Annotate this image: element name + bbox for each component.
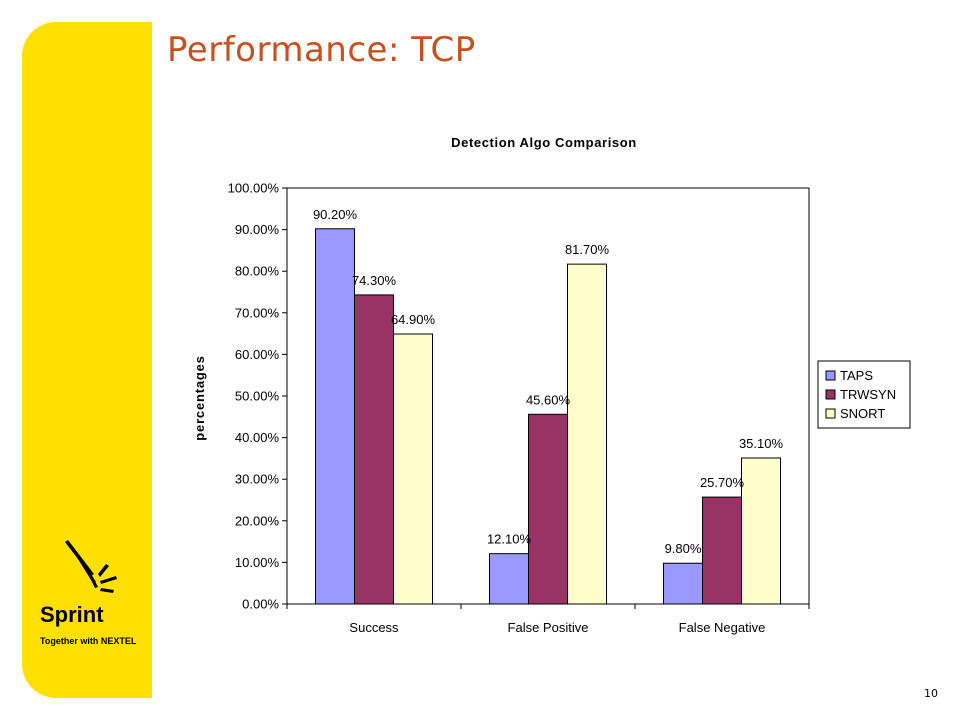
y-tick-label: 10.00% [235,555,280,570]
page-title: Performance: TCP [167,30,476,70]
data-label: 81.70% [565,242,610,257]
y-tick-label: 0.00% [242,597,279,612]
x-tick-label: False Positive [508,620,589,635]
sprint-logo: Sprint Together with NEXTEL [40,540,137,646]
y-axis-label: percentages [192,355,207,440]
bar-trwsyn [702,496,742,605]
data-label: 9.80% [665,541,702,556]
page-number: 10 [924,687,938,700]
y-axis: 0.00% 10.00% 20.00% 30.00% 40.00% 50.00% 60.00… [228,181,287,612]
bar-taps [663,562,703,605]
y-tick-label: 20.00% [235,513,280,528]
bar-taps [315,228,355,605]
data-label: 25.70% [700,475,745,490]
bar-trwsyn [354,294,394,605]
legend-label: TAPS [840,368,873,383]
bar-trwsyn [528,413,568,605]
y-tick-label: 50.00% [235,389,280,404]
chart-title: Detection Algo Comparison [451,135,637,150]
bar-snort [567,263,607,605]
bars-group [315,228,781,605]
legend-swatch [825,389,836,400]
legend: TAPS TRWSYN SNORT [817,360,911,429]
brand-name: Sprint [40,602,104,627]
data-label: 64.90% [391,312,436,327]
data-labels-group: 90.20% 74.30% 64.90% 12.10% 45.60% 81.70% 9.80… [313,207,784,556]
y-tick-label: 80.00% [235,264,280,279]
y-tick-label: 100.00% [228,181,280,196]
data-label: 12.10% [487,532,532,547]
bar-taps [489,553,529,605]
brand-tagline: Together with NEXTEL [40,636,137,646]
bar-snort [393,333,433,605]
sidebar-brand-panel [22,22,152,698]
y-tick-label: 40.00% [235,430,280,445]
y-tick-label: 70.00% [235,305,280,320]
y-tick-label: 60.00% [235,347,280,362]
legend-label: TRWSYN [840,387,896,402]
legend-label: SNORT [840,406,885,421]
y-tick-label: 30.00% [235,472,280,487]
y-tick-label: 90.00% [235,222,280,237]
data-label: 45.60% [526,392,571,407]
data-label: 74.30% [352,273,397,288]
x-tick-label: Success [349,620,399,635]
legend-swatch [825,408,836,419]
bar-snort [741,457,781,605]
x-axis: Success False Positive False Negative [286,604,810,635]
x-tick-label: False Negative [679,620,766,635]
legend-swatch [825,370,836,381]
data-label: 90.20% [313,207,358,222]
sprint-pin-icon [65,540,117,593]
data-label: 35.10% [739,436,784,451]
